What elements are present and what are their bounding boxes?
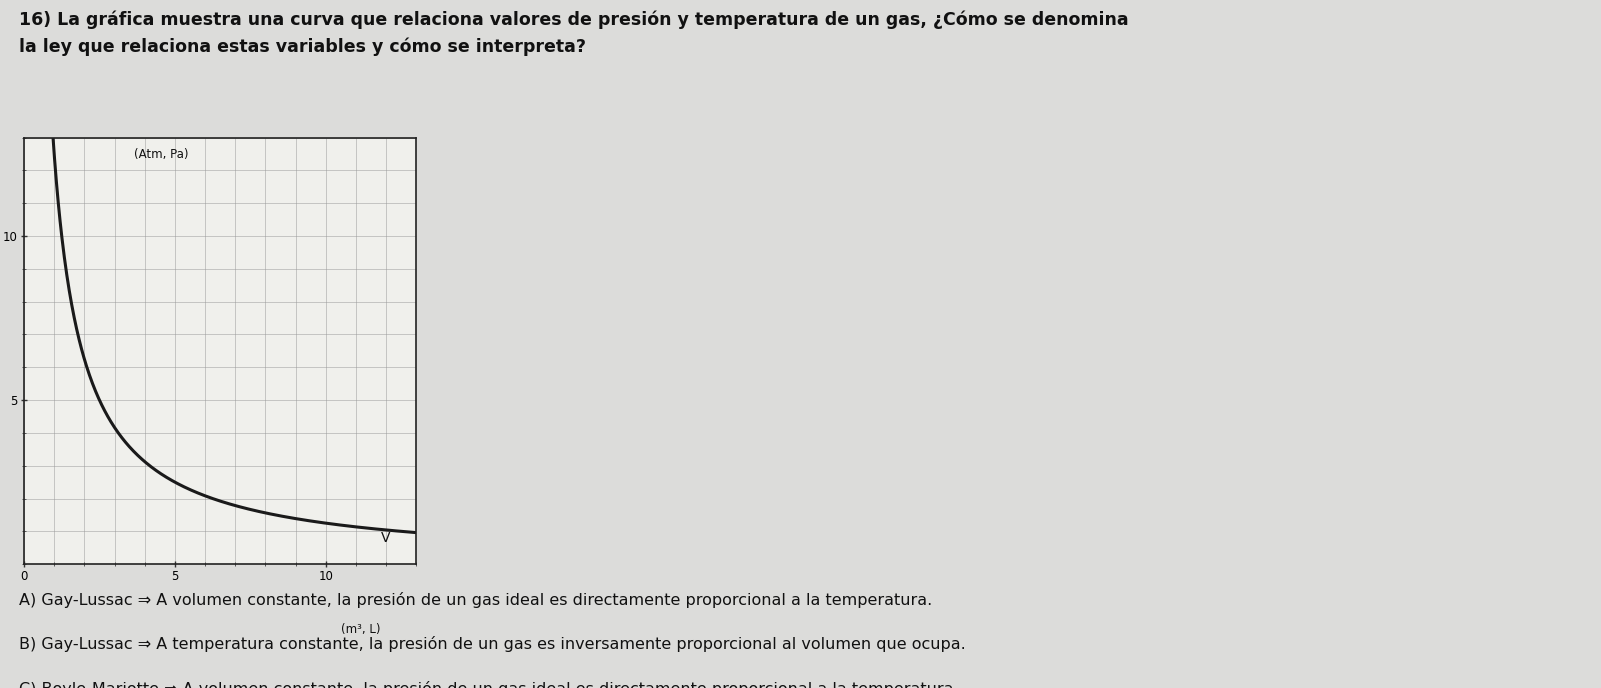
Text: V: V — [381, 531, 391, 545]
Text: A) Gay-Lussac ⇒ A volumen constante, la presión de un gas ideal es directamente : A) Gay-Lussac ⇒ A volumen constante, la … — [19, 592, 932, 608]
Text: 16) La gráfica muestra una curva que relaciona valores de presión y temperatura : 16) La gráfica muestra una curva que rel… — [19, 10, 1129, 29]
Text: (m³, L): (m³, L) — [341, 623, 381, 636]
Text: la ley que relaciona estas variables y cómo se interpreta?: la ley que relaciona estas variables y c… — [19, 38, 586, 56]
Text: C) Boyle-Mariotte ⇒ A volumen constante, la presión de un gas ideal es directame: C) Boyle-Mariotte ⇒ A volumen constante,… — [19, 681, 959, 688]
Text: (Atm, Pa): (Atm, Pa) — [134, 149, 189, 161]
Text: B) Gay-Lussac ⇒ A temperatura constante, la presión de un gas es inversamente pr: B) Gay-Lussac ⇒ A temperatura constante,… — [19, 636, 965, 652]
